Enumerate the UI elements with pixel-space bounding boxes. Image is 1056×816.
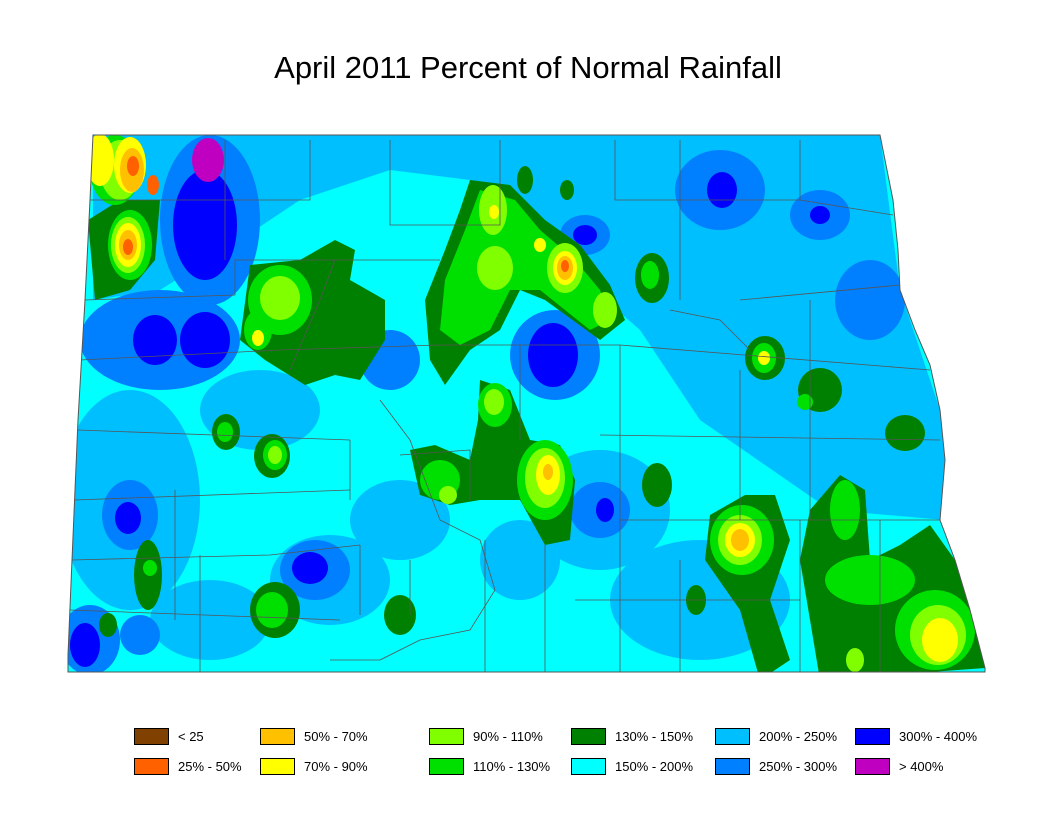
legend-swatch xyxy=(855,757,890,775)
legend-swatch xyxy=(260,727,295,745)
region-over-400 xyxy=(192,138,224,182)
legend-label: 110% - 130% xyxy=(473,758,551,774)
legend-swatch xyxy=(260,757,295,775)
legend-item-25-50: 25% - 50% xyxy=(134,754,260,778)
legend-swatch xyxy=(715,757,750,775)
legend-label: 90% - 110% xyxy=(473,728,543,744)
legend-label: > 400% xyxy=(899,758,944,774)
legend-item-under-25: < 25 xyxy=(134,724,260,748)
legend-item-300-400: 300% - 400% xyxy=(855,724,995,748)
rainfall-field xyxy=(68,135,985,672)
region-25-50 xyxy=(123,156,569,272)
legend-swatch xyxy=(571,757,606,775)
legend-item-110-130: 110% - 130% xyxy=(429,754,571,778)
legend-label: < 25 xyxy=(178,728,204,744)
legend-swatch xyxy=(429,727,464,745)
legend-item-50-70: 50% - 70% xyxy=(260,724,429,748)
legend-label: 25% - 50% xyxy=(178,758,242,774)
legend-label: 250% - 300% xyxy=(759,758,838,774)
county-boundaries xyxy=(69,140,945,672)
map-title: April 2011 Percent of Normal Rainfall xyxy=(274,50,782,85)
legend-item-70-90: 70% - 90% xyxy=(260,754,429,778)
legend-item-250-300: 250% - 300% xyxy=(715,754,855,778)
region-300-400 xyxy=(68,170,830,667)
legend-label: 130% - 150% xyxy=(615,728,694,744)
legend-item-130-150: 130% - 150% xyxy=(571,724,715,748)
legend-label: 50% - 70% xyxy=(304,728,368,744)
legend-swatch xyxy=(134,727,169,745)
legend-label: 200% - 250% xyxy=(759,728,838,744)
legend-swatch xyxy=(134,757,169,775)
legend: < 25 25% - 50% 50% - 70% 70% - 90% 90% -… xyxy=(134,724,995,778)
legend-label: 300% - 400% xyxy=(899,728,978,744)
legend-item-150-200: 150% - 200% xyxy=(571,754,715,778)
legend-item-200-250: 200% - 250% xyxy=(715,724,855,748)
legend-swatch xyxy=(715,727,750,745)
legend-swatch xyxy=(429,757,464,775)
legend-swatch xyxy=(855,727,890,745)
legend-swatch xyxy=(571,727,606,745)
legend-label: 150% - 200% xyxy=(615,758,694,774)
legend-item-over-400: > 400% xyxy=(855,754,995,778)
legend-item-90-110: 90% - 110% xyxy=(429,724,571,748)
state-outline xyxy=(67,134,986,673)
legend-label: 70% - 90% xyxy=(304,758,368,774)
